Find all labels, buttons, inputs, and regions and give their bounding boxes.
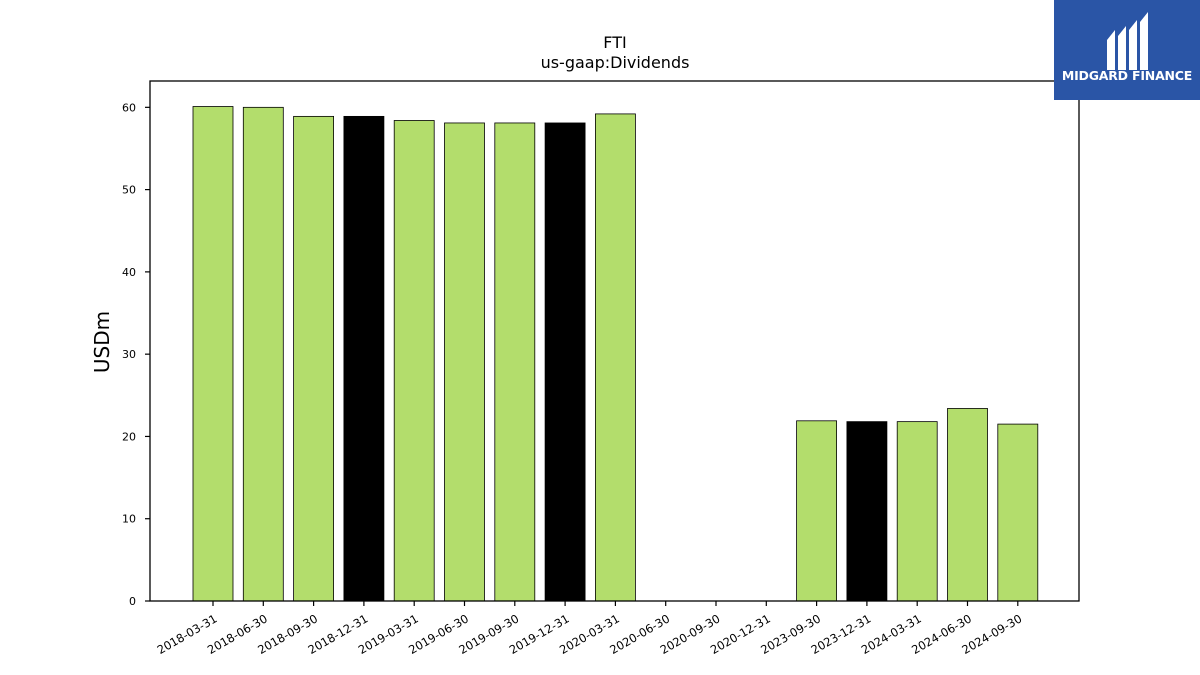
bar-2023-12-31 — [846, 421, 888, 602]
y-tick-label: 20 — [122, 430, 136, 443]
plot-frame — [149, 80, 1080, 602]
y-tick-label: 60 — [122, 101, 136, 114]
bar-2024-06-30 — [947, 408, 988, 602]
bar-series — [192, 106, 1039, 602]
midgard-finance-logo: MIDGARD FINANCE — [1054, 0, 1200, 100]
x-axis-ticks: 2018-03-312018-06-302018-09-302018-12-31… — [155, 601, 1024, 657]
y-axis-ticks: 0 10 20 30 40 50 60 — [122, 101, 150, 608]
bar-2018-06-30 — [242, 106, 284, 602]
bar-2018-12-31 — [343, 115, 385, 602]
y-tick-label: 40 — [122, 266, 136, 279]
y-tick-label: 30 — [122, 348, 136, 361]
y-tick-label: 50 — [122, 184, 136, 197]
bar-2023-09-30 — [796, 420, 837, 602]
bar-2019-09-30 — [494, 122, 536, 602]
y-tick-label: 0 — [129, 595, 136, 608]
bar-2018-03-31 — [192, 106, 234, 602]
y-tick-label: 10 — [122, 513, 136, 526]
bar-2019-12-31 — [544, 122, 586, 602]
bar-2019-06-30 — [444, 122, 485, 602]
midgard-logo-mark-icon — [1107, 12, 1148, 70]
chart-subtitle: us-gaap:Dividends — [541, 53, 690, 72]
bar-2024-03-31 — [896, 421, 938, 602]
bar-2020-03-31 — [595, 113, 636, 602]
logo-text: MIDGARD FINANCE — [1061, 68, 1193, 83]
y-axis-label: USDm — [90, 311, 114, 373]
bar-2019-03-31 — [393, 120, 435, 602]
chart-title: FTI — [603, 33, 626, 52]
bar-2024-09-30 — [997, 423, 1039, 602]
bar-2018-09-30 — [293, 115, 335, 602]
